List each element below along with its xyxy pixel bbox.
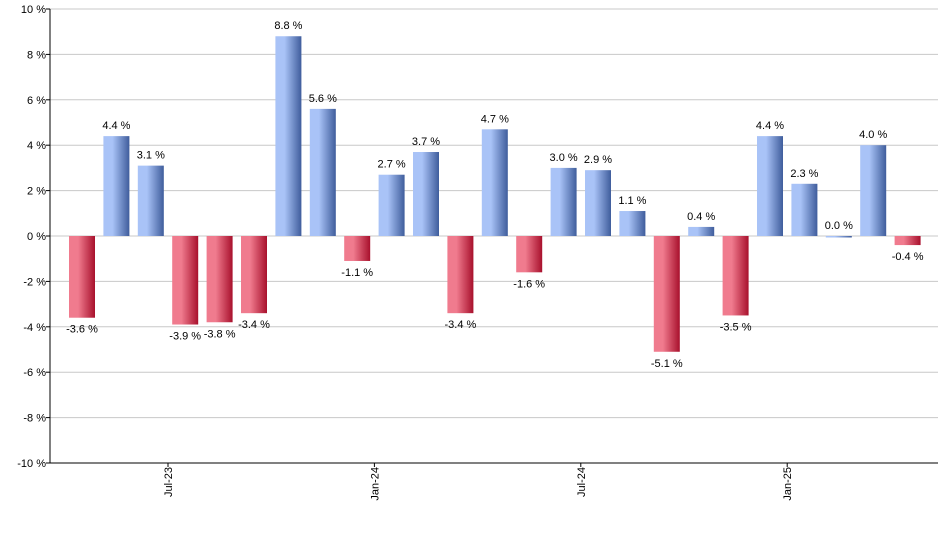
- bar: [275, 36, 302, 236]
- y-tick-label: 2 %: [27, 186, 46, 198]
- x-tick-label: Jul-24: [576, 467, 588, 497]
- data-label: -3.8 %: [204, 328, 236, 340]
- data-label: 3.0 %: [550, 152, 578, 164]
- y-tick-label: -2 %: [23, 276, 46, 288]
- bar: [378, 174, 405, 236]
- bar: [344, 236, 371, 261]
- y-tick-label: -10 %: [17, 458, 46, 470]
- bar: [206, 236, 233, 323]
- data-label: -3.4 %: [445, 319, 477, 331]
- data-label: -1.6 %: [513, 278, 545, 290]
- bar: [722, 236, 749, 316]
- bar: [516, 236, 543, 273]
- data-label: -3.5 %: [720, 321, 752, 333]
- data-label: -3.9 %: [169, 331, 201, 343]
- bar: [103, 136, 130, 236]
- y-tick-label: -6 %: [23, 367, 46, 379]
- y-tick-label: 8 %: [27, 49, 46, 61]
- data-labels: -3.6 %4.4 %3.1 %-3.9 % -3.8 %-3.4 %8.8 %5…: [66, 20, 924, 370]
- bar: [137, 165, 164, 236]
- data-label: 0.4 %: [687, 211, 715, 223]
- bar: [447, 236, 474, 314]
- data-label: 2.3 %: [790, 168, 818, 180]
- y-tick-label: 6 %: [27, 95, 46, 107]
- bar: [894, 236, 921, 246]
- x-tick-label: Jan-24: [369, 467, 381, 501]
- x-tick-label: Jan-25: [782, 467, 794, 501]
- bar: [550, 167, 577, 236]
- data-label: -3.4 %: [238, 319, 270, 331]
- y-tick-label: 10 %: [21, 4, 46, 16]
- data-label: -0.4 %: [892, 251, 924, 263]
- data-label: 3.1 %: [137, 150, 165, 162]
- bar: [757, 136, 783, 236]
- x-tick-label: Jul-23: [163, 467, 175, 497]
- data-label: 4.7 %: [481, 113, 509, 125]
- bar: [69, 236, 95, 318]
- data-label: -3.6 %: [66, 324, 98, 336]
- data-label: 2.7 %: [378, 159, 406, 171]
- y-tick-label: 4 %: [27, 140, 46, 152]
- bar: [653, 236, 680, 352]
- bar: [481, 129, 508, 236]
- y-tick-label: 0 %: [27, 231, 46, 243]
- data-label: 3.7 %: [412, 136, 440, 148]
- bar: [172, 236, 199, 325]
- data-label: 0.0 %: [825, 220, 853, 232]
- data-label: -1.1 %: [341, 267, 373, 279]
- bar: [585, 170, 611, 236]
- y-tick-label: -4 %: [23, 322, 46, 334]
- bar: [791, 183, 818, 236]
- bar: [688, 226, 715, 236]
- bar: [825, 236, 852, 238]
- data-label: -5.1 %: [651, 358, 683, 370]
- data-label: 4.0 %: [859, 129, 887, 141]
- bar: [860, 145, 887, 236]
- data-label: 8.8 %: [274, 20, 302, 32]
- data-label: 1.1 %: [618, 195, 646, 207]
- bar: [309, 108, 336, 236]
- bar: [619, 211, 646, 236]
- bars: [69, 36, 921, 352]
- axes: -10 % -8 % -6 % -4 % -2 % 0 % 2 % 4 % 6 % 8 % 10 %…: [17, 4, 938, 501]
- bar: [241, 236, 267, 314]
- data-label: 4.4 %: [102, 120, 130, 132]
- data-label: 2.9 %: [584, 154, 612, 166]
- bar: [413, 152, 439, 236]
- data-label: 4.4 %: [756, 120, 784, 132]
- data-label: 5.6 %: [309, 93, 337, 105]
- y-tick-label: -8 %: [23, 413, 46, 425]
